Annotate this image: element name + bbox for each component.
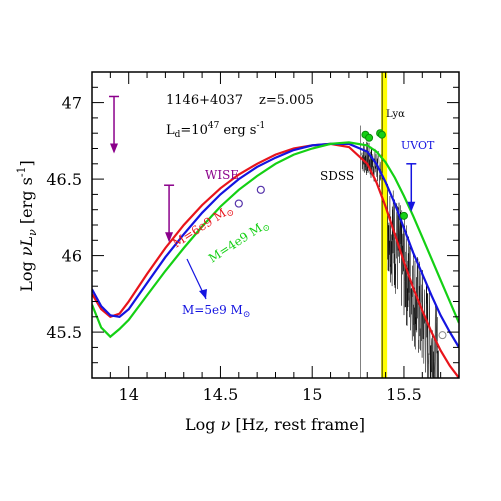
mass-green-text: M=4e9 M [206,221,265,266]
photometry-point [399,211,408,220]
y-axis-label-rest: [erg s [17,177,36,229]
y-axis-label-nuL: νL [17,236,36,256]
lya-band [381,72,388,378]
sdss-spectrum-line [361,141,439,378]
y-axis-label-main: Log [17,256,36,292]
ld-exp2: -1 [256,121,265,131]
axis-ticks: 14 14.5 15 15.5 45.5 46 46.5 47 [46,71,460,404]
y-axis-label-sub: ν [26,229,39,236]
ld-mid: =10 [180,123,207,138]
photometry-point [377,130,386,139]
y-tick-label: 46 [62,247,82,266]
y-axis-label-end: ] [17,160,36,166]
wise-point [234,199,243,208]
object-name: 1146+4037 [166,93,243,108]
x-tick-label: 14 [119,385,139,404]
model-curves [92,141,459,378]
x-axis-label-nu: ν [221,415,231,434]
lya-label: Lyα [386,109,405,120]
uvot-label: UVOT [401,139,435,152]
redshift-label: z=5.005 [259,93,314,108]
model-curve-0 [92,142,459,378]
upper-limit-head [110,143,119,154]
gray-point [438,331,447,340]
x-axis-label-main: Log [185,415,221,434]
x-tick-label: 15.5 [386,385,422,404]
ld-suffix: erg s [219,123,256,138]
y-axis-label-exp: -1 [15,166,28,177]
wise-point [256,185,265,194]
x-axis-label-rest: [Hz, rest frame] [230,415,365,434]
mass-label-blue: M=5e9 M⊙ [182,303,250,320]
mass-red-sun: ⊙ [225,207,237,219]
x-axis-label: Log ν [Hz, rest frame] [185,415,365,434]
x-tick-label: 14.5 [203,385,239,404]
ld-exp: 47 [208,121,220,131]
sdss-spectrum [360,72,439,378]
ld-sub: d [175,130,181,140]
mass-green-sun: ⊙ [261,222,273,234]
data-marks [109,95,447,340]
y-tick-label: 47 [62,94,82,113]
model-curve-2 [92,141,459,339]
upper-limit-head [165,232,174,243]
y-tick-label: 45.5 [46,323,82,342]
y-axis-label: Log νLν [erg s-1] [15,160,39,292]
model-curve-1 [92,142,459,348]
uvot-limit-head [407,201,416,212]
mass-blue-text: M=5e9 M [182,303,243,317]
x-tick-label: 15 [302,385,322,404]
y-tick-label: 46.5 [46,170,82,189]
ld-prefix: L [166,123,175,138]
mass-blue-sun: ⊙ [243,310,251,320]
ld-label: Ld=1047 erg s-1 [166,121,265,140]
sdss-label: SDSS [320,169,354,183]
mass-blue-arrow-head [199,289,207,299]
photometry-point [365,133,374,142]
wise-label: WISE [205,168,239,182]
